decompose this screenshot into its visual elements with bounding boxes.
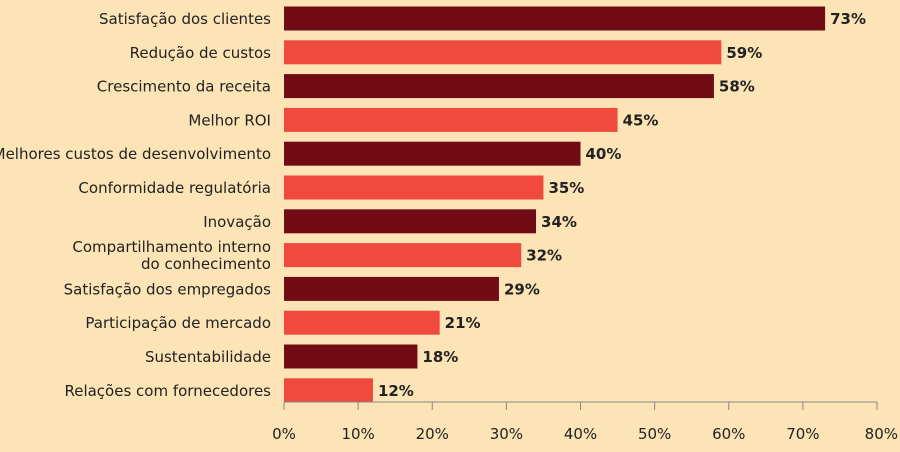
bar [284,141,581,166]
category-label: Conformidade regulatória [78,179,271,197]
value-label: 18% [422,348,458,366]
x-tick-label: 20% [416,425,449,443]
bars-group [284,6,826,403]
bar [284,40,722,65]
x-tick-label: 0% [272,425,296,443]
bar [284,344,418,369]
bar [284,209,537,234]
x-tick-label: 70% [786,425,819,443]
category-label: Melhores custos de desenvolvimento [0,145,271,163]
bar [284,107,618,132]
bar [284,276,499,301]
x-tick-label: 80% [865,425,898,443]
x-axis: 0% 10% 20% 30% 40% 50% 60% 70% 80% [272,401,898,443]
value-label: 29% [504,280,540,298]
value-labels-group: 73% 59% 58% 45%40%35% 34% 32% 29% 21% 18% 12% [378,10,866,400]
value-label: 12% [378,382,414,400]
category-label: Inovação [203,213,271,231]
category-label: Satisfação dos empregados [64,280,272,298]
category-label: Participação de mercado [85,314,271,332]
value-label: 73% [830,10,866,28]
value-label: 40% [586,145,622,163]
x-tick-label: 30% [490,425,523,443]
bar [284,6,826,31]
x-tick-label: 10% [341,425,374,443]
value-label: 34% [541,213,577,231]
category-label: Sustentabilidade [145,348,271,366]
value-label: 59% [726,44,762,62]
category-label-line: do conhecimento [141,255,271,273]
bar [284,378,373,403]
value-label: 45% [623,111,659,129]
value-label: 21% [445,314,481,332]
category-label: Satisfação dos clientes [99,10,271,28]
value-label: 58% [719,78,755,96]
x-tick-label: 40% [564,425,597,443]
category-labels-group: Satisfação dos clientes Redução de custos… [0,10,271,400]
bar [284,74,714,99]
bar [284,243,522,268]
value-label: 32% [526,247,562,265]
category-label: Relações com fornecedores [64,382,271,400]
category-label: Redução de custos [130,44,272,62]
category-label: Melhor ROI [188,111,271,129]
bar [284,310,440,335]
x-tick-label: 60% [712,425,745,443]
x-tick-label: 50% [638,425,671,443]
bar [284,175,544,200]
value-label: 35% [548,179,584,197]
category-label-line: Compartilhamento interno [72,238,271,256]
category-label: Crescimento da receita [97,78,271,96]
